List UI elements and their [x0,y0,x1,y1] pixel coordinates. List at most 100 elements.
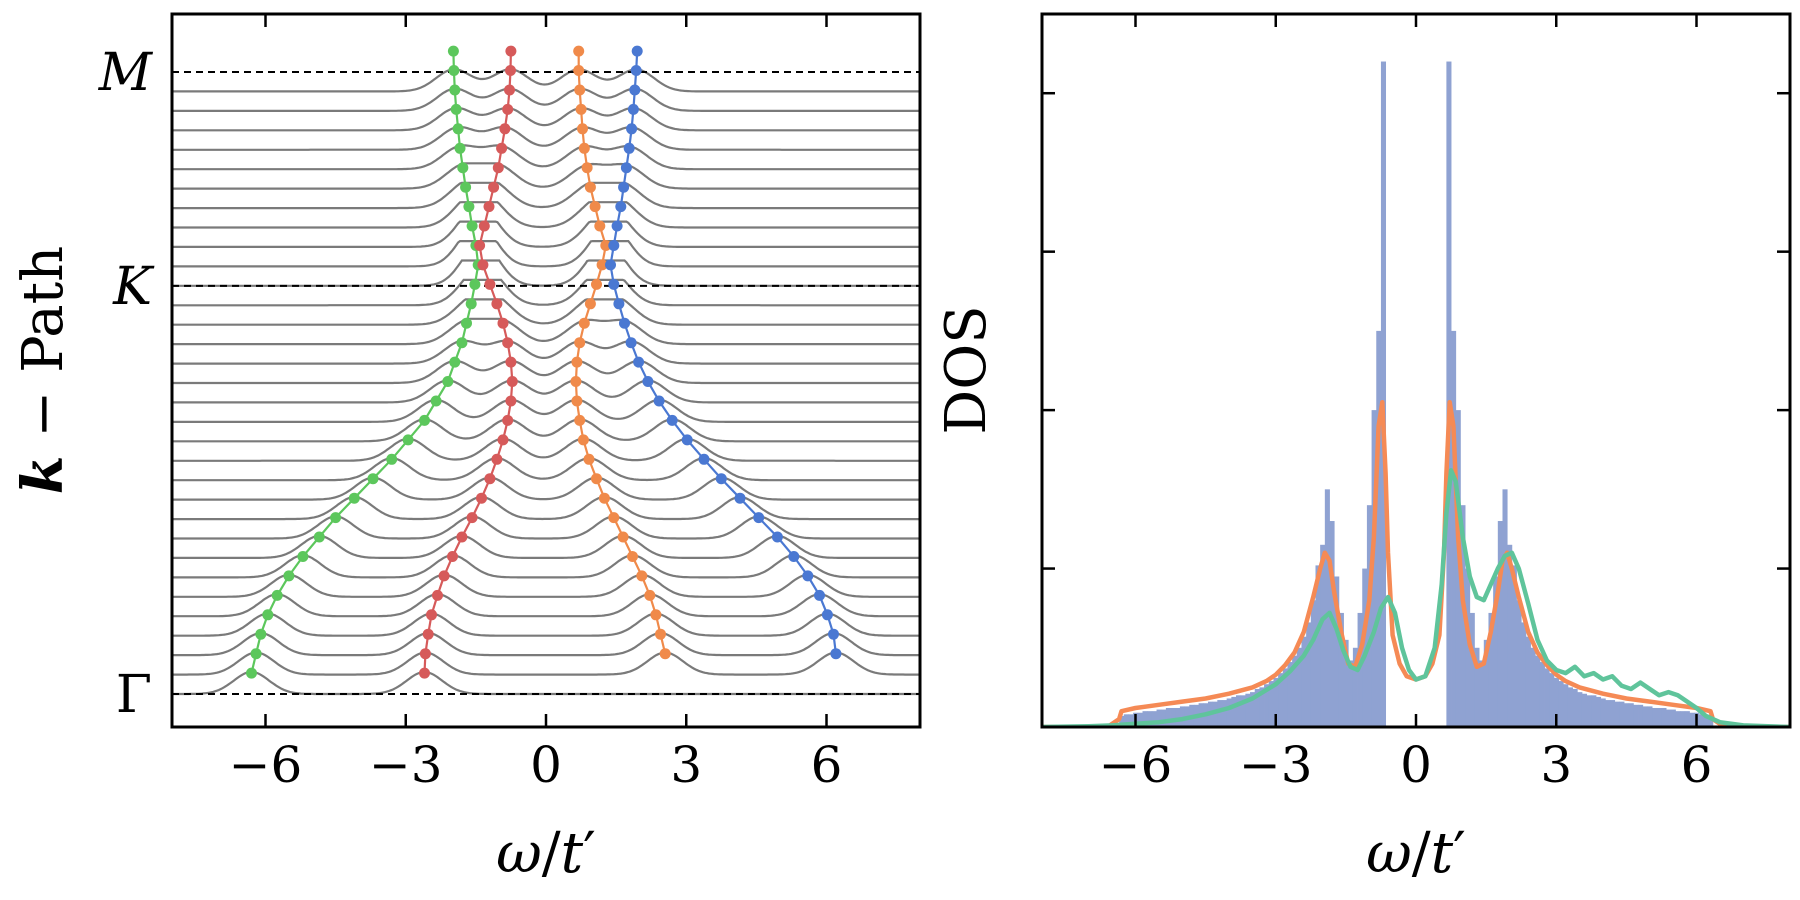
band-marker [449,84,461,96]
band-marker [613,298,625,310]
band-marker [330,512,342,524]
histogram-bar [1572,688,1578,727]
histogram-bar [1652,707,1658,727]
band-marker [450,103,462,115]
spectral-trace [172,144,920,171]
histogram-bar [1595,696,1602,727]
band-marker [297,551,309,562]
band-marker [681,434,693,446]
band-marker [627,103,639,115]
spectral-trace [172,418,920,443]
histogram-bar [1460,505,1466,727]
band-marker [442,376,454,387]
histogram-bar [1563,684,1569,727]
spectral-trace [172,259,920,287]
histogram-bar [1488,612,1494,727]
band-marker [577,123,588,135]
histogram-bar [1366,505,1372,727]
band-marker [447,45,459,57]
right-panel: −6 −3 0 3 6 ω/t′ DOS [934,12,1792,886]
histogram-bar [1544,668,1550,727]
band-marker [402,434,414,446]
band-marker [456,531,468,543]
band-marker [575,103,587,115]
band-marker [591,278,602,290]
high-symmetry-label: K [112,257,155,317]
spectral-trace [172,534,920,559]
histogram-bar [1610,700,1616,727]
band-marker [483,201,495,213]
histogram-bar [1362,568,1368,727]
band-marker [653,395,665,407]
band-marker [497,317,509,329]
band-marker [814,589,825,601]
band-marker [617,531,629,543]
spectral-trace [172,573,920,598]
histogram-bar [1605,700,1611,727]
histogram-bar [1507,544,1513,727]
histogram-bar [1497,521,1503,727]
band-marker [448,65,460,76]
band-marker [828,628,839,640]
histogram-bar [1577,692,1583,727]
histogram-bar [1282,668,1288,727]
histogram-bar [1451,330,1457,727]
band-marker [611,220,623,232]
band-marker [596,259,608,271]
band-marker [313,531,325,543]
band-marker [491,298,503,310]
histogram-bar [1680,711,1686,727]
spectral-trace [172,612,920,637]
histogram-bar [1493,576,1499,727]
band-marker [570,376,582,387]
spectral-trace [172,220,920,248]
band-marker [578,142,590,154]
histogram-bar [1250,692,1256,727]
band-marker [598,492,610,504]
histogram-bar [1619,701,1625,727]
spectral-trace [172,631,920,657]
histogram-bar [1156,709,1162,727]
band-marker [771,531,783,543]
histogram-bar [1287,662,1293,727]
histogram-bar [1376,330,1382,727]
band-marker [623,142,635,154]
band-marker [367,473,379,485]
band-marker [633,356,645,368]
band-marker [625,337,637,349]
histogram-bar [1633,704,1639,727]
left-x-axis-label: ω/t′ [496,821,596,886]
band-marker [502,414,514,426]
band-marker [505,356,517,368]
left-y-axis-label: k − Path [10,246,76,494]
band-marker [502,337,514,349]
histogram-bar [1656,707,1662,727]
histogram-bar [1684,711,1690,727]
dos-histogram [1119,61,1714,727]
band-marker [802,570,814,582]
band-marker [499,123,511,135]
band-marker [449,356,461,368]
histogram-bar [1240,695,1246,727]
band-marker [629,84,641,96]
histogram-bar [1179,706,1185,727]
band-marker [698,453,710,465]
spectral-trace [172,496,920,521]
histogram-bar [1479,660,1485,727]
band-marker [465,298,477,310]
band-marker [478,220,490,232]
band-marker [419,414,430,426]
band-marker [504,84,515,96]
spectral-trace [172,437,920,462]
band-marker [574,337,586,349]
band-marker [830,648,842,660]
left-panel: −6 −3 0 3 6 Γ K M ω/t′ k − Path [10,12,922,886]
band-marker [655,628,666,640]
band-marker [589,201,601,213]
band-marker [460,181,472,193]
band-marker [497,434,509,446]
band-marker [488,181,500,193]
high-symmetry-labels: Γ K M [98,43,155,725]
spectral-trace [172,162,920,190]
histogram-bar [1137,712,1143,727]
